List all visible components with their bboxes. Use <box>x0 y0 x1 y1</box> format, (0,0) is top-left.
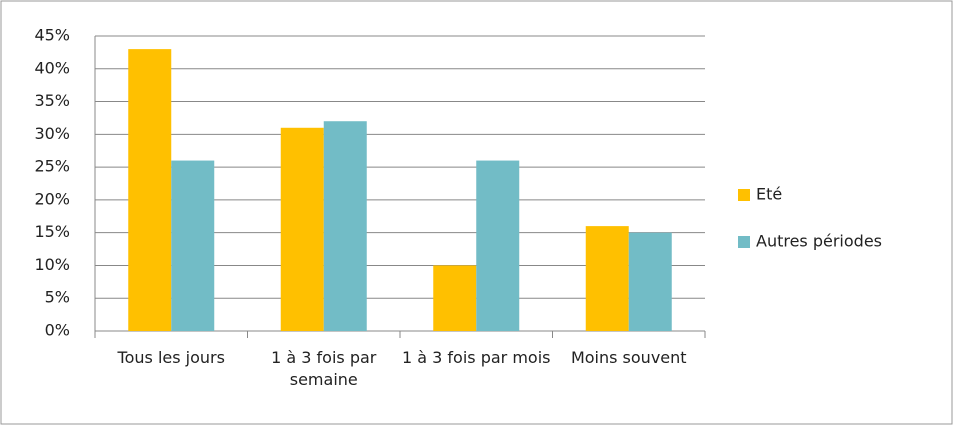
x-tick-label: Moins souvent <box>570 348 687 367</box>
legend-label: Eté <box>756 185 782 204</box>
y-tick-label: 30% <box>34 124 70 143</box>
x-tick-label: Tous les jours <box>117 348 225 367</box>
y-tick-label: 15% <box>34 222 70 241</box>
bar <box>171 160 215 331</box>
legend-label: Autres périodes <box>756 232 882 251</box>
bar <box>628 232 672 331</box>
y-tick-label: 25% <box>34 157 70 176</box>
bar <box>585 226 629 331</box>
bar <box>323 121 367 331</box>
y-tick-label: 45% <box>34 26 70 45</box>
bar <box>476 160 520 331</box>
bar <box>280 127 324 332</box>
y-tick-label: 10% <box>34 255 70 274</box>
y-tick-label: 35% <box>34 91 70 110</box>
bar <box>128 49 172 331</box>
x-tick-label: 1 à 3 fois par semaine <box>271 348 377 389</box>
legend-swatch <box>738 236 750 248</box>
y-tick-label: 5% <box>45 288 70 307</box>
y-tick-label: 0% <box>45 321 70 340</box>
y-tick-label: 20% <box>34 189 70 208</box>
bar <box>433 265 477 331</box>
x-tick-label: 1 à 3 fois par mois <box>402 348 551 367</box>
y-tick-label: 40% <box>34 58 70 77</box>
legend-swatch <box>738 189 750 201</box>
